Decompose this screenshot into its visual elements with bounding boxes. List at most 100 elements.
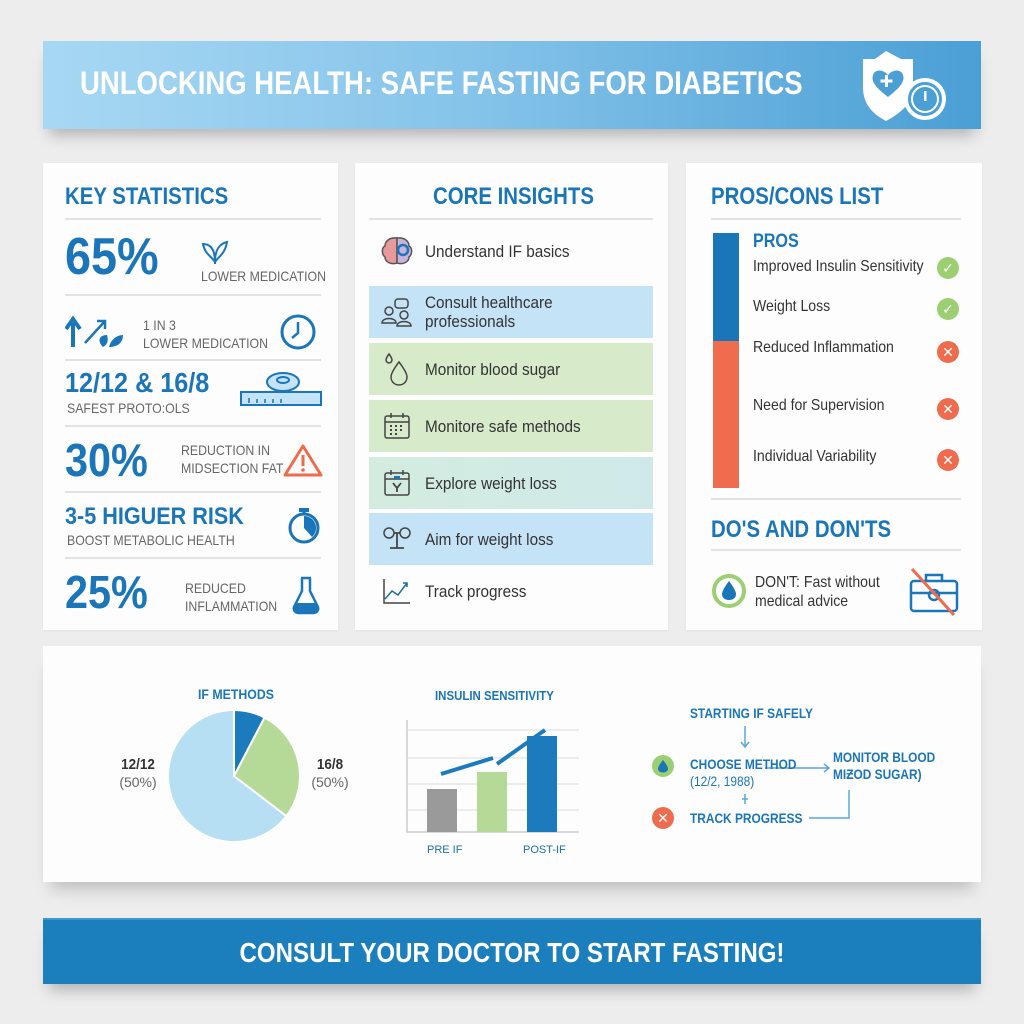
leaf-icon: [201, 240, 229, 264]
x-icon: ✕: [937, 449, 959, 471]
pie-chart: [167, 708, 301, 843]
check-icon: ✓: [937, 257, 959, 279]
stat-value: 65%: [65, 228, 159, 286]
flow-step: MONITOR BLOOD: [833, 749, 936, 765]
measuring-tape-icon: [240, 372, 322, 406]
pro-item: Improved Insulin Sensitivity: [753, 258, 924, 275]
divider: [711, 498, 961, 500]
clock-icon: [280, 314, 316, 350]
water-drop-icon: [385, 352, 408, 386]
pros-cons-title: PROS/CONS LIST: [711, 183, 884, 210]
flow-step: TRACK PROGRESS: [690, 810, 803, 826]
divider: [711, 549, 961, 551]
line-chart-icon: [383, 579, 410, 604]
divider: [65, 294, 321, 296]
dos-donts-title: DO'S AND DON'TS: [711, 516, 892, 543]
insight-label: Aim for weight loss: [425, 529, 554, 549]
cta-banner[interactable]: CONSULT YOUR DOCTOR TO START FASTING!: [43, 918, 981, 984]
divider: [65, 491, 321, 493]
flask-icon: [292, 576, 320, 615]
stat-value: 12/12 & 16/8: [65, 367, 210, 398]
insight-label: Consult healthcare: [425, 293, 553, 312]
stat-label: SAFEST PROTO:OLS: [67, 400, 190, 416]
insight-item[interactable]: Monitor blood sugar: [369, 343, 653, 395]
stat-value: 3-5 HIGUER RISK: [65, 503, 244, 530]
divider: [711, 218, 961, 220]
divider: [65, 359, 321, 361]
divider: [369, 218, 653, 220]
pie-label: 16/8: [316, 756, 344, 773]
core-insights-title: CORE INSIGHTS: [433, 183, 594, 210]
check-icon: ✓: [937, 298, 959, 320]
shield-heart-clock-icon: [863, 51, 946, 121]
insight-item[interactable]: Aim for weight loss: [369, 513, 653, 565]
stat-label: REDUCTION IN: [181, 442, 270, 458]
charts-section: IF METHODS 12/12 (50%) 16/8 (50%) INSULI…: [43, 646, 981, 882]
pros-heading: PROS: [753, 231, 799, 252]
flow-step: CHOOSE METHOD: [690, 756, 797, 772]
stopwatch-icon: [288, 508, 320, 544]
pie-label-pct: (50%): [119, 774, 157, 790]
x-icon: ✕: [937, 341, 959, 363]
insight-item[interactable]: Understand IF basics: [369, 225, 653, 277]
insight-item[interactable]: Consult healthcare professionals: [369, 286, 653, 338]
pro-item: Weight Loss: [753, 298, 831, 315]
bar-category: PRE IF: [427, 844, 463, 856]
flow-step: MIƵOD SUGAR): [833, 766, 922, 782]
insight-label: Monitore safe methods: [425, 416, 581, 436]
pie-label-pct: (50%): [311, 774, 349, 790]
pros-cons-panel: PROS/CONS LIST PROS Improved Insulin Sen…: [686, 163, 982, 630]
pie-label: 12/12: [121, 756, 155, 773]
bar-chart-title: INSULIN SENSITIVITY: [435, 688, 554, 703]
trend-up-leaf-icon: [65, 315, 123, 347]
stat-value: 25%: [65, 566, 148, 618]
x-icon: ✕: [652, 807, 674, 829]
insight-label: Monitor blood sugar: [425, 359, 561, 379]
pros-bar: [713, 233, 739, 341]
brain-icon: [381, 237, 413, 265]
insight-label: Explore weight loss: [425, 473, 557, 493]
flow-connectors: [740, 726, 850, 819]
stat-label: REDUCED: [185, 580, 246, 596]
pie-chart-title: IF METHODS: [198, 686, 274, 702]
stat-label: INFLAMMATION: [185, 598, 278, 614]
dont-item: medical advice: [755, 593, 849, 610]
core-insights-panel: CORE INSIGHTS Understand IF basics Consu…: [355, 163, 668, 630]
scale-icon: [383, 527, 411, 549]
key-statistics-title: KEY STATISTICS: [65, 183, 229, 210]
insight-item[interactable]: Explore weight loss: [369, 457, 653, 509]
cta-label: CONSULT YOUR DOCTOR TO START FASTING!: [239, 937, 785, 968]
flow-title: STARTING IF SAFELY: [690, 705, 813, 721]
divider: [65, 557, 321, 559]
stat-label: BOOST METABOLIC HEALTH: [67, 532, 235, 548]
water-drop-icon: [652, 755, 674, 777]
stat-label: LOWER MEDICATION: [143, 335, 269, 351]
bar-chart: [406, 720, 579, 833]
people-chat-icon: [381, 298, 412, 327]
divider: [65, 218, 321, 220]
no-medical-kit-icon: [909, 567, 959, 617]
cons-bar: [713, 341, 739, 488]
header-banner: UNLOCKING HEALTH: SAFE FASTING FOR DIABE…: [43, 41, 981, 129]
insight-label: Understand IF basics: [425, 241, 570, 261]
con-item: Reduced Inflammation: [753, 339, 894, 356]
insight-item[interactable]: Track progress: [369, 565, 653, 617]
key-statistics-panel: KEY STATISTICS 65% LOWER MEDICATION 1 IN…: [43, 163, 338, 630]
calendar-y-icon: [384, 470, 410, 496]
page-title: UNLOCKING HEALTH: SAFE FASTING FOR DIABE…: [80, 65, 803, 101]
divider: [65, 425, 321, 427]
con-item: Individual Variability: [753, 448, 877, 465]
dont-item: DON'T: Fast without: [755, 574, 880, 591]
x-icon: ✕: [937, 398, 959, 420]
insight-label: Track progress: [425, 581, 527, 601]
warning-icon: [283, 444, 323, 477]
stat-value: 1 IN 3: [143, 317, 176, 333]
flow-step: (12/2, 1988): [690, 773, 755, 789]
con-item: Need for Supervision: [753, 397, 885, 414]
insight-item[interactable]: Monitore safe methods: [369, 400, 653, 452]
stat-label: MIDSECTION FAT: [181, 460, 284, 476]
calendar-icon: [384, 413, 410, 439]
stat-value: 30%: [65, 434, 148, 486]
stat-label: LOWER MEDICATION: [201, 268, 327, 284]
insight-label: professionals: [425, 312, 516, 331]
